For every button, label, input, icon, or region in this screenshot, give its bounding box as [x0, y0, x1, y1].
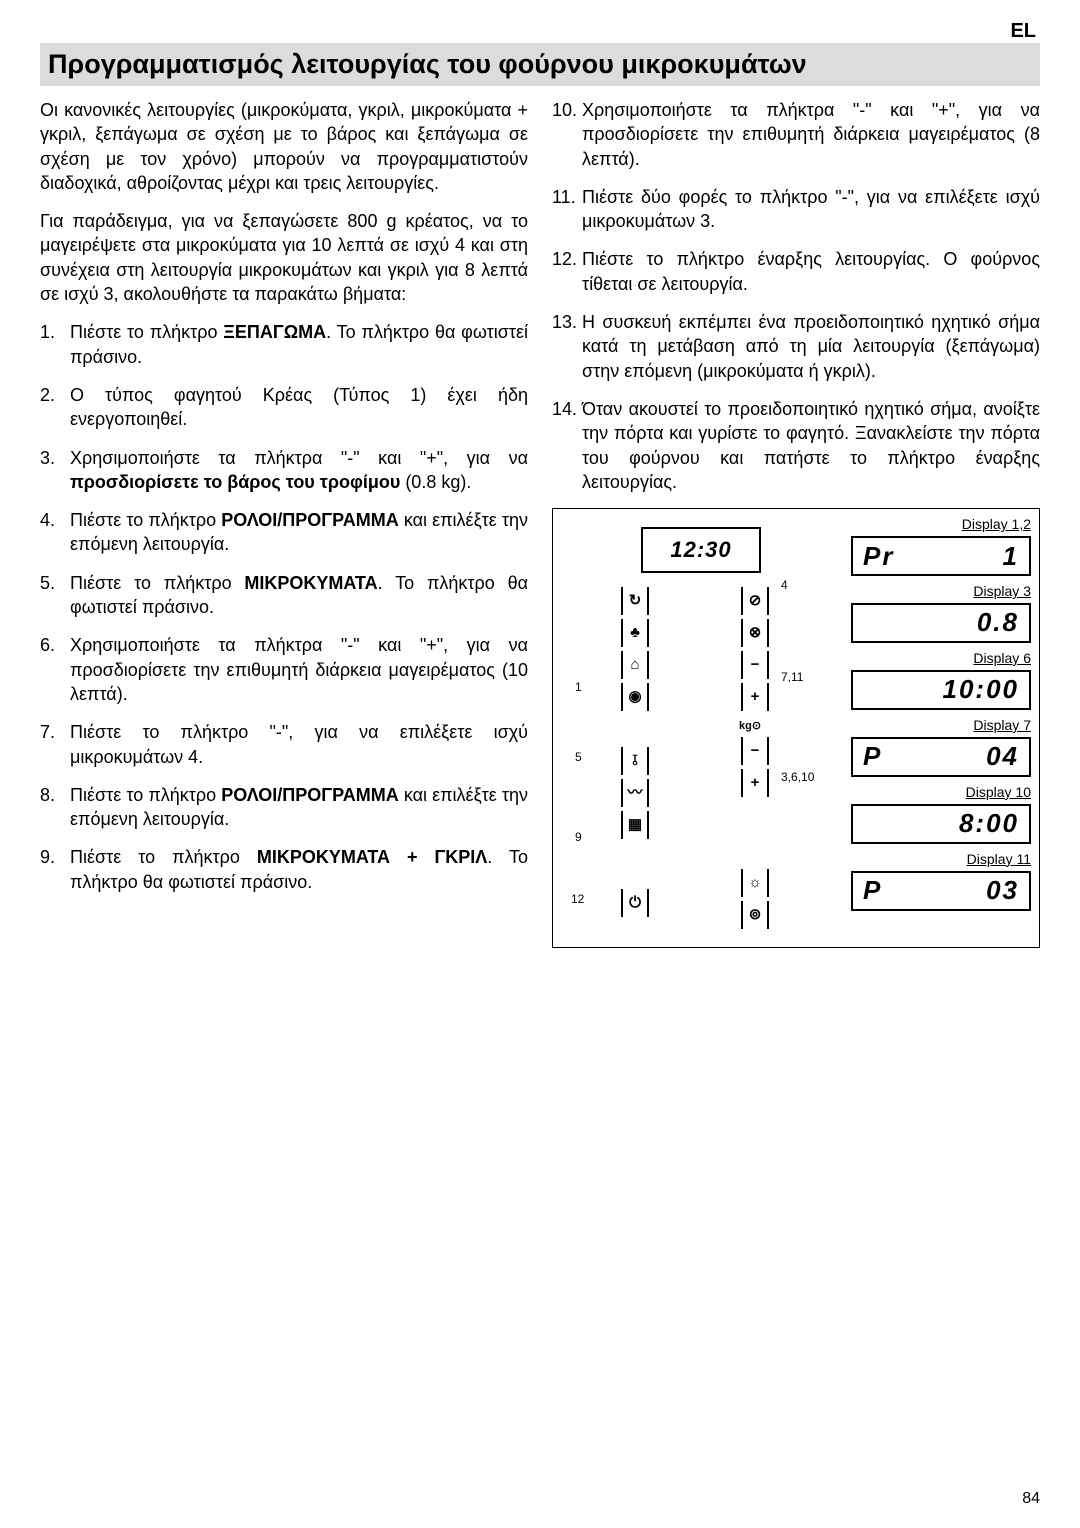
power-icon: ⏻ [621, 889, 649, 917]
callout-4: 4 [781, 577, 788, 593]
left-column: Οι κανονικές λειτουργίες (μικροκύματα, γ… [40, 98, 528, 948]
page-title: Προγραμματισμός λειτουργίας του φούρνου … [40, 43, 1040, 86]
microwave-icon: ⫱ [621, 747, 649, 775]
step-12: Πιέστε το πλήκτρο έναρξης λειτουργίας. Ο… [552, 247, 1040, 296]
timer-icon: ⌂ [621, 651, 649, 679]
page-number: 84 [1022, 1490, 1040, 1508]
callout-5: 5 [575, 749, 582, 765]
step-5: Πιέστε το πλήκτρο ΜΙΚΡΟΚΥΜΑΤΑ. Το πλήκτρ… [40, 571, 528, 620]
auto-icon: ♣ [621, 619, 649, 647]
minus2-icon: − [741, 737, 769, 765]
step-8: Πιέστε το πλήκτρο ΡΟΛΟΙ/ΠΡΟΓΡΑΜΜΑ και επ… [40, 783, 528, 832]
step-14: Όταν ακουστεί το προειδοποιητικό ηχητικό… [552, 397, 1040, 494]
callout-1: 1 [575, 679, 582, 695]
display-sequence: Display 1,2 Pr 1 Display 3 0.8 Display 6… [851, 515, 1031, 916]
plus-icon: + [741, 683, 769, 711]
intro-paragraph-2: Για παράδειγμα, για να ξεπαγώσετε 800 g … [40, 209, 528, 306]
display-box-11: P 03 [851, 871, 1031, 911]
panel-icons: 12:30 ↻ ♣ ⌂ ◉ ⊘ ⊗ − + ⫱ 〰 ▦ [611, 559, 821, 929]
display-label-7: Display 7 [851, 716, 1031, 735]
kgo-label: kg⊙ [739, 719, 761, 734]
step-13: Η συσκευή εκπέμπει ένα προειδοποιητικό η… [552, 310, 1040, 383]
clock-icon: ◉ [621, 683, 649, 711]
defrost-icon: ↻ [621, 587, 649, 615]
intro-paragraph-1: Οι κανονικές λειτουργίες (μικροκύματα, γ… [40, 98, 528, 195]
step-4: Πιέστε το πλήκτρο ΡΟΛΟΙ/ΠΡΟΓΡΑΜΜΑ και επ… [40, 508, 528, 557]
display-box-10: 8:00 [851, 804, 1031, 844]
start-icon: ⊚ [741, 901, 769, 929]
display-label-6: Display 6 [851, 649, 1031, 668]
main-time-display: 12:30 [641, 527, 761, 573]
step-3: Χρησιμοποιήστε τα πλήκτρα "-" και "+", γ… [40, 446, 528, 495]
grill-icon: 〰 [621, 779, 649, 807]
minus-icon: − [741, 651, 769, 679]
step-11: Πιέστε δύο φορές το πλήκτρο "-", για να … [552, 185, 1040, 234]
plus2-icon: + [741, 769, 769, 797]
step-7: Πιέστε το πλήκτρο "-", για να επιλέξετε … [40, 720, 528, 769]
display-box-6: 10:00 [851, 670, 1031, 710]
display-box-1-2: Pr 1 [851, 536, 1031, 576]
display-box-3: 0.8 [851, 603, 1031, 643]
cancel-icon: ⊗ [741, 619, 769, 647]
stop-icon: ⊘ [741, 587, 769, 615]
display-label-3: Display 3 [851, 582, 1031, 601]
control-panel-figure: 12:30 ↻ ♣ ⌂ ◉ ⊘ ⊗ − + ⫱ 〰 ▦ [552, 508, 1040, 948]
step-9: Πιέστε το πλήκτρο ΜΙΚΡΟΚΥΜΑΤΑ + ΓΚΡΙΛ. Τ… [40, 845, 528, 894]
display-label-11: Display 11 [851, 850, 1031, 869]
callout-3610: 3,6,10 [781, 769, 814, 785]
step-6: Χρησιμοποιήστε τα πλήκτρα "-" και "+", γ… [40, 633, 528, 706]
callout-12: 12 [571, 891, 584, 907]
step-1: Πιέστε το πλήκτρο ΞΕΠΑΓΩΜΑ. Το πλήκτρο θ… [40, 320, 528, 369]
steps-list-left: Πιέστε το πλήκτρο ΞΕΠΑΓΩΜΑ. Το πλήκτρο θ… [40, 320, 528, 894]
steps-list-right: Χρησιμοποιήστε τα πλήκτρα "-" και "+", γ… [552, 98, 1040, 494]
display-label-10: Display 10 [851, 783, 1031, 802]
callout-711: 7,11 [781, 669, 803, 685]
language-marker: EL [40, 20, 1040, 43]
step-2: Ο τύπος φαγητού Κρέας (Τύπος 1) έχει ήδη… [40, 383, 528, 432]
display-label-1-2: Display 1,2 [851, 515, 1031, 534]
combi-icon: ▦ [621, 811, 649, 839]
light-icon: ☼ [741, 869, 769, 897]
step-10: Χρησιμοποιήστε τα πλήκτρα "-" και "+", γ… [552, 98, 1040, 171]
callout-9: 9 [575, 829, 582, 845]
display-box-7: P 04 [851, 737, 1031, 777]
right-column: Χρησιμοποιήστε τα πλήκτρα "-" και "+", γ… [552, 98, 1040, 948]
content-columns: Οι κανονικές λειτουργίες (μικροκύματα, γ… [40, 98, 1040, 948]
